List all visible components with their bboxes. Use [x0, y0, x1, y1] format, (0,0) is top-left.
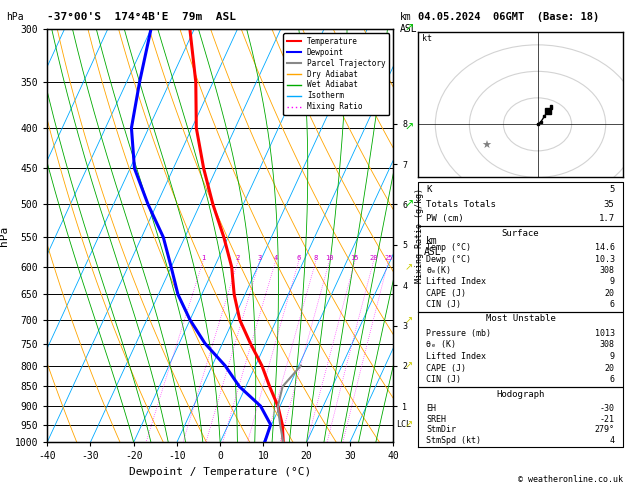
Text: kt: kt [421, 34, 431, 43]
Text: SREH: SREH [426, 415, 447, 424]
Text: ↗: ↗ [405, 361, 413, 371]
Text: 35: 35 [604, 200, 615, 209]
Y-axis label: km
ASL: km ASL [423, 236, 441, 257]
Text: 10.3: 10.3 [594, 255, 615, 264]
Text: θₑ(K): θₑ(K) [426, 266, 452, 275]
Text: 4: 4 [274, 255, 277, 261]
Text: ↗: ↗ [405, 315, 413, 325]
Text: CIN (J): CIN (J) [426, 375, 462, 384]
Text: 20: 20 [604, 364, 615, 373]
Text: -30: -30 [599, 404, 615, 413]
Text: 6: 6 [610, 375, 615, 384]
Text: ↗: ↗ [405, 419, 413, 430]
Text: θₑ (K): θₑ (K) [426, 340, 457, 349]
Text: 4: 4 [610, 436, 615, 445]
Text: 25: 25 [384, 255, 392, 261]
Text: StmSpd (kt): StmSpd (kt) [426, 436, 481, 445]
Text: 1.7: 1.7 [598, 214, 615, 224]
Text: 9: 9 [610, 352, 615, 361]
Text: 6: 6 [610, 300, 615, 309]
Text: K: K [426, 185, 432, 194]
Text: © weatheronline.co.uk: © weatheronline.co.uk [518, 474, 623, 484]
Text: Pressure (mb): Pressure (mb) [426, 329, 491, 338]
Text: ↗: ↗ [404, 123, 413, 133]
Text: LCL: LCL [396, 420, 411, 429]
Text: Dewp (°C): Dewp (°C) [426, 255, 472, 264]
Text: CAPE (J): CAPE (J) [426, 364, 467, 373]
Text: Totals Totals: Totals Totals [426, 200, 496, 209]
Text: Surface: Surface [502, 229, 539, 238]
Legend: Temperature, Dewpoint, Parcel Trajectory, Dry Adiabat, Wet Adiabat, Isotherm, Mi: Temperature, Dewpoint, Parcel Trajectory… [283, 33, 389, 115]
Text: PW (cm): PW (cm) [426, 214, 464, 224]
Text: 1013: 1013 [594, 329, 615, 338]
Text: Temp (°C): Temp (°C) [426, 243, 472, 252]
Text: 20: 20 [604, 289, 615, 298]
Text: CAPE (J): CAPE (J) [426, 289, 467, 298]
Text: 20: 20 [369, 255, 378, 261]
Text: 15: 15 [350, 255, 359, 261]
Text: Lifted Index: Lifted Index [426, 278, 486, 286]
Text: StmDir: StmDir [426, 425, 457, 434]
Text: CIN (J): CIN (J) [426, 300, 462, 309]
Text: -37°00'S  174°4B'E  79m  ASL: -37°00'S 174°4B'E 79m ASL [47, 12, 236, 22]
Text: 5: 5 [609, 185, 615, 194]
Text: 9: 9 [610, 278, 615, 286]
Text: km
ASL: km ASL [399, 12, 417, 34]
Text: ↗: ↗ [404, 199, 413, 209]
Text: Hodograph: Hodograph [496, 390, 545, 399]
Text: ↗: ↗ [404, 24, 413, 34]
Text: ↗: ↗ [405, 262, 413, 272]
Text: 14.6: 14.6 [594, 243, 615, 252]
Text: 308: 308 [599, 266, 615, 275]
Text: 10: 10 [325, 255, 333, 261]
Text: Mixing Ratio (g/kg): Mixing Ratio (g/kg) [415, 188, 424, 283]
Text: 279°: 279° [594, 425, 615, 434]
Text: Most Unstable: Most Unstable [486, 314, 555, 324]
Text: 2: 2 [236, 255, 240, 261]
Text: ★: ★ [481, 140, 491, 151]
Text: Lifted Index: Lifted Index [426, 352, 486, 361]
Y-axis label: hPa: hPa [0, 226, 9, 246]
Text: 04.05.2024  06GMT  (Base: 18): 04.05.2024 06GMT (Base: 18) [418, 12, 599, 22]
Text: EH: EH [426, 404, 437, 413]
X-axis label: Dewpoint / Temperature (°C): Dewpoint / Temperature (°C) [129, 467, 311, 477]
Text: 8: 8 [314, 255, 318, 261]
Text: 308: 308 [599, 340, 615, 349]
Text: 1: 1 [201, 255, 205, 261]
Text: 6: 6 [297, 255, 301, 261]
Text: -21: -21 [599, 415, 615, 424]
Text: 3: 3 [257, 255, 262, 261]
Text: hPa: hPa [6, 12, 24, 22]
